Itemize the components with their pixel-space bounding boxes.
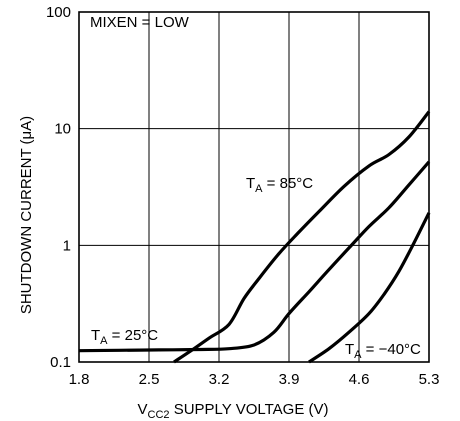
y-tick-label: 100 [46, 4, 71, 21]
y-tick-label: 10 [54, 121, 71, 138]
series-label-25c-sub: A [100, 335, 108, 347]
x-tick-label: 5.3 [419, 371, 440, 388]
tick-labels: 1.8 2.5 3.2 3.9 4.6 5.3 0.1 1 10 100 [46, 4, 439, 388]
series-minus40c-curve [308, 212, 431, 364]
x-axis-label-suffix: SUPPLY VOLTAGE (V) [170, 401, 329, 418]
series-label-85c-rest: = 85°C [263, 175, 314, 192]
series-label-25c: TA = 25°C [91, 327, 158, 347]
series-label-85c-sub: A [255, 183, 263, 195]
condition-label: MIXEN = LOW [90, 14, 190, 31]
x-tick-label: 1.8 [69, 371, 90, 388]
series-label-85c: TA = 85°C [246, 175, 313, 195]
series-label-minus40c: TA = −40°C [345, 341, 421, 361]
grid [79, 12, 429, 362]
series-85c-curve [173, 110, 431, 364]
y-axis-label: SHUTDOWN CURRENT (μA) [18, 116, 35, 314]
series-25c-curve [78, 160, 431, 353]
x-tick-label: 4.6 [349, 371, 370, 388]
series-label-85c-t: T [246, 175, 255, 192]
series-label-minus40c-t: T [345, 341, 354, 358]
series-label-25c-t: T [91, 327, 100, 344]
x-axis-label-subscript: CC2 [148, 409, 170, 421]
y-tick-label: 0.1 [50, 354, 71, 371]
y-tick-label: 1 [63, 237, 71, 254]
series-label-minus40c-sub: A [354, 349, 362, 361]
plot-frame [78, 11, 430, 363]
x-tick-label: 3.2 [209, 371, 230, 388]
x-tick-label: 2.5 [139, 371, 160, 388]
curves [78, 110, 431, 364]
series-label-25c-rest: = 25°C [108, 327, 159, 344]
x-tick-label: 3.9 [279, 371, 300, 388]
x-axis-label-prefix: V [138, 401, 148, 418]
x-axis-label: VCC2 SUPPLY VOLTAGE (V) [138, 401, 329, 421]
series-label-minus40c-rest: = −40°C [362, 341, 422, 358]
